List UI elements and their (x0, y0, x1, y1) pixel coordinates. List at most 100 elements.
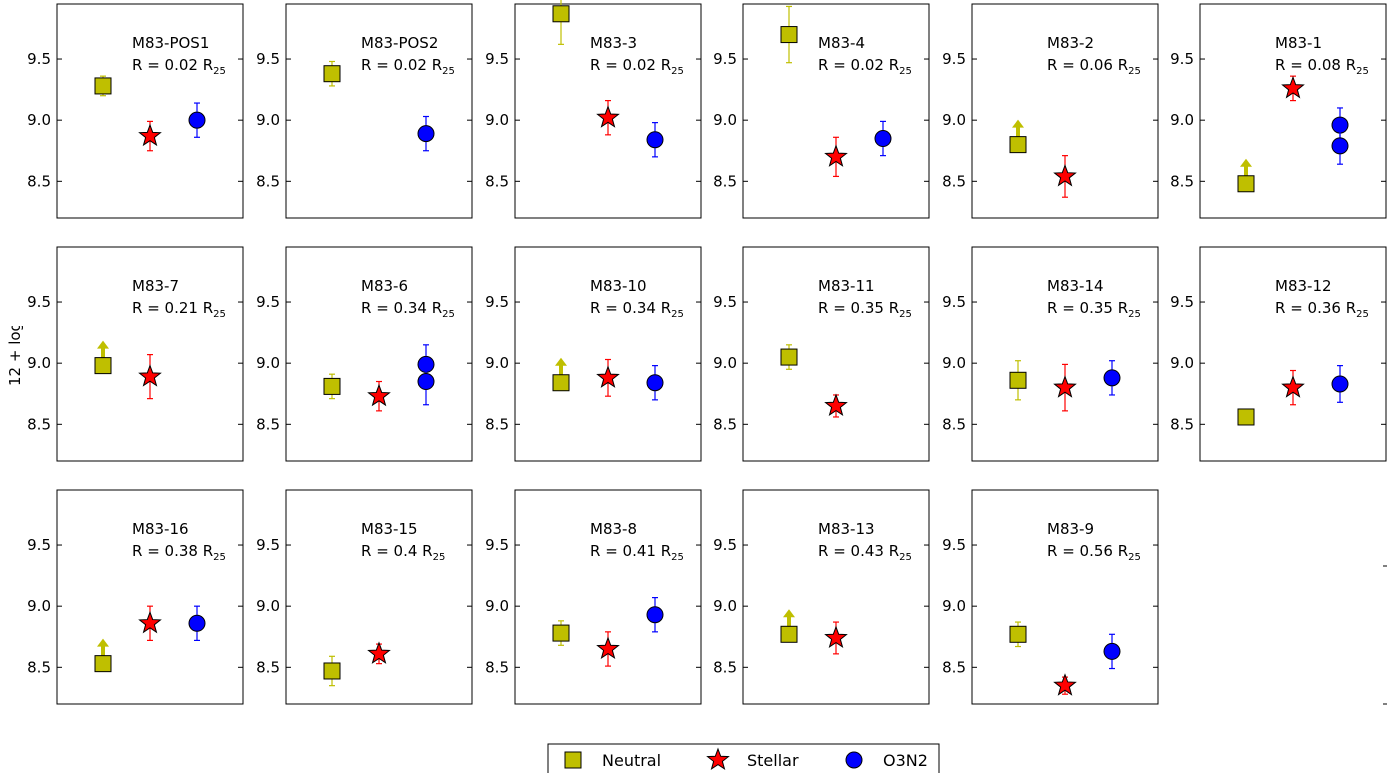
radius-subscript: 25 (899, 66, 912, 77)
panel-radius-label: R = 0.43 R25 (818, 542, 912, 563)
panel-radius-label: R = 0.02 R25 (818, 56, 912, 77)
panel-title: M83-3 (590, 34, 637, 52)
y-tick-label: 9.0 (942, 354, 966, 372)
panel-frame (285, 3, 473, 219)
panel-m83-4: 8.5 9.0 9.5 M83-4 R = 0.02 R25 (713, 3, 930, 219)
radius-subscript: 25 (1128, 552, 1141, 563)
legend-label-o3n2: O3N2 (883, 751, 928, 770)
y-tick-label: 9.5 (27, 536, 51, 554)
neutral-point (94, 655, 112, 673)
panel-title: M83-2 (1047, 34, 1094, 52)
panel-frame (742, 246, 930, 462)
radius-subscript: 25 (671, 309, 684, 320)
panel-radius-label: R = 0.56 R25 (1047, 542, 1141, 563)
legend-marker-stellar (706, 747, 730, 771)
panel-m83-14: 8.5 9.0 9.5 M83-14 R = 0.35 R25 (942, 246, 1159, 462)
neutral-point (552, 5, 570, 23)
panel-frame (56, 246, 244, 462)
o3n2-point (1103, 642, 1121, 660)
neutral-point (323, 662, 341, 680)
panel-frame (56, 489, 244, 705)
y-tick-label: 9.0 (485, 597, 509, 615)
panel-frame (514, 3, 702, 219)
neutral-point (552, 374, 570, 392)
panel-m83-6: 8.5 9.0 9.5 M83-6 R = 0.34 R25 (256, 246, 473, 462)
o3n2-point (646, 374, 664, 392)
radius-subscript: 25 (1128, 66, 1141, 77)
y-tick-label: 9.0 (256, 111, 280, 129)
y-tick-label: 8.5 (27, 415, 51, 433)
panel-frame (285, 489, 473, 705)
y-axis-label-container: 12 + log(O/H) (8, 326, 24, 386)
y-tick-label: 9.0 (942, 111, 966, 129)
y-tick-label: 8.5 (713, 172, 737, 190)
y-tick-label: 9.5 (713, 293, 737, 311)
neutral-point (780, 625, 798, 643)
neutral-point (780, 348, 798, 366)
y-tick-label: 8.5 (485, 658, 509, 676)
panel-frame (56, 3, 244, 219)
radius-subscript: 25 (433, 552, 446, 563)
y-tick-label: 8.5 (27, 658, 51, 676)
stellar-point (824, 625, 848, 649)
panel-title: M83-6 (361, 277, 408, 295)
panel-radius-label: R = 0.35 R25 (1047, 299, 1141, 320)
panel-frame (1199, 3, 1387, 219)
panel-m83-13: 8.5 9.0 9.5 M83-13 R = 0.43 R25 (713, 489, 930, 705)
lower-limit-arrow-head (555, 357, 567, 366)
stellar-point (1281, 75, 1305, 99)
y-tick-label: 9.5 (713, 50, 737, 68)
neutral-point (552, 624, 570, 642)
panel-radius-label: R = 0.34 R25 (361, 299, 455, 320)
legend-marker-neutral (564, 751, 582, 769)
stellar-point (1053, 375, 1077, 398)
y-tick-label: 8.5 (942, 658, 966, 676)
panel-frame (971, 246, 1159, 462)
y-tick-label: 8.5 (713, 658, 737, 676)
radius-subscript: 25 (1128, 309, 1141, 320)
radius-subscript: 25 (671, 66, 684, 77)
panel-radius-label: R = 0.34 R25 (590, 299, 684, 320)
panel-radius-label: R = 0.41 R25 (590, 542, 684, 563)
y-tick-label: 9.0 (713, 111, 737, 129)
radius-subscript: 25 (1356, 309, 1369, 320)
y-tick-label: 8.5 (27, 172, 51, 190)
panel-frame (742, 489, 930, 705)
panel-title: M83-4 (818, 34, 865, 52)
panel-title: M83-7 (132, 277, 179, 295)
y-tick-label: 9.5 (256, 536, 280, 554)
stellar-point (367, 383, 391, 407)
y-tick-label: 9.0 (942, 597, 966, 615)
y-tick-label: 8.5 (256, 415, 280, 433)
panel-m83-pos1: 8.5 9.0 9.5 M83-POS1 R = 0.02 R25 (27, 3, 244, 219)
panel-frame (514, 489, 702, 705)
panel-m83-15: 8.5 9.0 9.5 M83-15 R = 0.4 R25 (256, 489, 473, 705)
panel-frame (1199, 246, 1387, 462)
stellar-point (367, 641, 391, 664)
panel-title: M83-9 (1047, 520, 1094, 538)
panel-title: M83-11 (818, 277, 875, 295)
y-tick-label: 9.0 (256, 597, 280, 615)
legend-marker-o3n2 (845, 751, 863, 769)
y-tick-label: 9.5 (1170, 293, 1194, 311)
panel-m83-7: 8.5 9.0 9.5 M83-7 R = 0.21 R25 (27, 246, 244, 462)
y-tick-label: 9.5 (713, 536, 737, 554)
panel-frame (742, 3, 930, 219)
y-tick-label: 9.5 (27, 293, 51, 311)
legend-label-stellar: Stellar (747, 751, 799, 770)
y-tick-label: 9.5 (485, 50, 509, 68)
y-tick-label: 9.5 (942, 293, 966, 311)
radius-subscript: 25 (442, 66, 455, 77)
panel-frame (285, 246, 473, 462)
o3n2-point (417, 125, 435, 143)
panel-frame (514, 246, 702, 462)
y-tick-label: 9.5 (1170, 50, 1194, 68)
stellar-point (138, 610, 162, 634)
y-tick-label: 8.5 (256, 172, 280, 190)
lower-limit-arrow-head (1012, 119, 1024, 128)
y-tick-label: 9.0 (485, 354, 509, 372)
panels-group: 8.5 9.0 9.5 M83-POS1 R = 0.02 R25 8.5 9.0 9.5 M8… (27, 0, 1387, 705)
panel-radius-label: R = 0.38 R25 (132, 542, 226, 563)
panel-m83-2: 8.5 9.0 9.5 M83-2 R = 0.06 R25 (942, 3, 1159, 219)
y-tick-label: 8.5 (713, 415, 737, 433)
